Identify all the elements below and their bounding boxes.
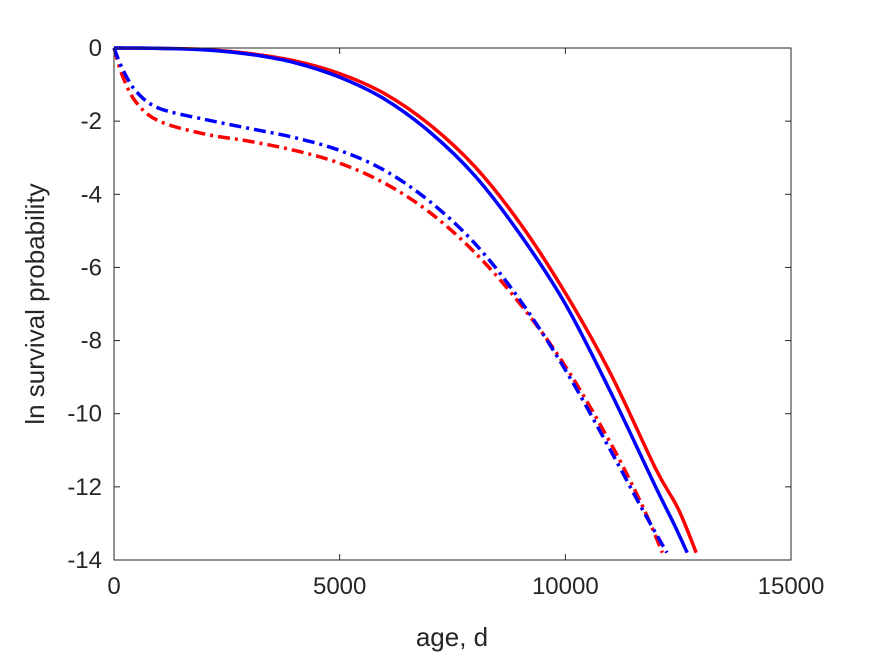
x-axis-label: age, d [416,622,488,652]
y-tick-label-7: -14 [67,547,102,574]
y-tick-label-3: -6 [81,254,102,281]
y-tick-label-4: -8 [81,328,102,355]
y-tick-label-2: -4 [81,181,102,208]
series-line-4 [112,47,669,554]
x-tick-label-1: 5000 [313,573,366,600]
y-tick-label-6: -12 [67,474,102,501]
x-tick-label-3: 15000 [758,573,825,600]
y-tick-label-0: 0 [89,35,102,62]
series-line-3 [112,47,664,554]
x-tick-label-2: 10000 [532,573,599,600]
plot-area [114,48,791,560]
y-tick-label-1: -2 [81,108,102,135]
x-tick-label-0: 0 [107,573,120,600]
series-layer [112,46,698,554]
y-axis-label: ln survival probability [20,183,50,424]
y-tick-label-5: -10 [67,401,102,428]
axes-box [113,47,792,561]
tick-layer: 0 5000 10000 15000 0 -2 -4 -6 -8 -10 -12 -14 [67,35,824,600]
series-line-2 [113,46,689,554]
